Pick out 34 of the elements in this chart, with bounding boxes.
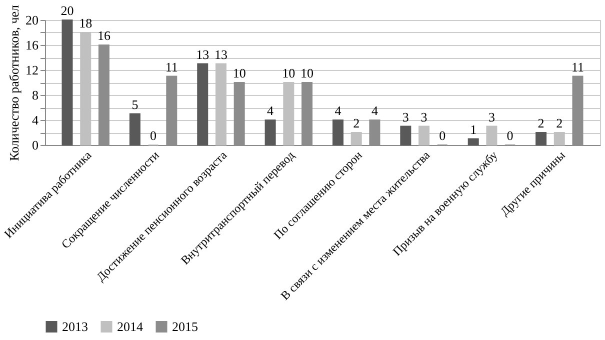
- data-label: 10: [300, 66, 314, 80]
- data-label: 0: [506, 128, 514, 143]
- legend-label: 2013: [62, 318, 88, 334]
- data-label: 4: [267, 103, 274, 118]
- data-label: 2: [556, 116, 563, 130]
- data-label: 11: [571, 59, 584, 74]
- data-label: 11: [165, 59, 178, 74]
- y-tick-label: 8: [32, 88, 38, 102]
- data-label: 0: [439, 128, 446, 143]
- y-tick-label: 12: [26, 62, 38, 78]
- data-label: 10: [282, 66, 296, 80]
- y-tick-label: 4: [32, 112, 39, 128]
- data-label: 0: [150, 128, 157, 143]
- data-label: 3: [488, 109, 495, 124]
- data-label: 4: [334, 103, 342, 118]
- data-label: 18: [79, 16, 92, 30]
- data-label: 2: [538, 116, 544, 130]
- legend-label: 2015: [172, 318, 198, 334]
- data-label: 3: [402, 109, 409, 124]
- data-label: 13: [196, 46, 210, 62]
- data-label: 3: [420, 109, 428, 124]
- data-label: 4: [371, 103, 378, 118]
- data-label: 20: [60, 3, 74, 18]
- data-label: 13: [214, 46, 228, 62]
- legend-label: 2014: [117, 318, 144, 334]
- y-tick-label: 20: [26, 12, 38, 28]
- data-label: 5: [132, 96, 138, 112]
- y-axis-title: Количество работников, чел: [6, 4, 22, 162]
- y-tick-label: 16: [26, 38, 39, 52]
- data-label: 16: [97, 28, 111, 43]
- data-label: 1: [470, 122, 477, 137]
- data-label: 10: [232, 66, 246, 80]
- y-tick-label: 0: [32, 138, 38, 152]
- data-label: 2: [353, 116, 360, 130]
